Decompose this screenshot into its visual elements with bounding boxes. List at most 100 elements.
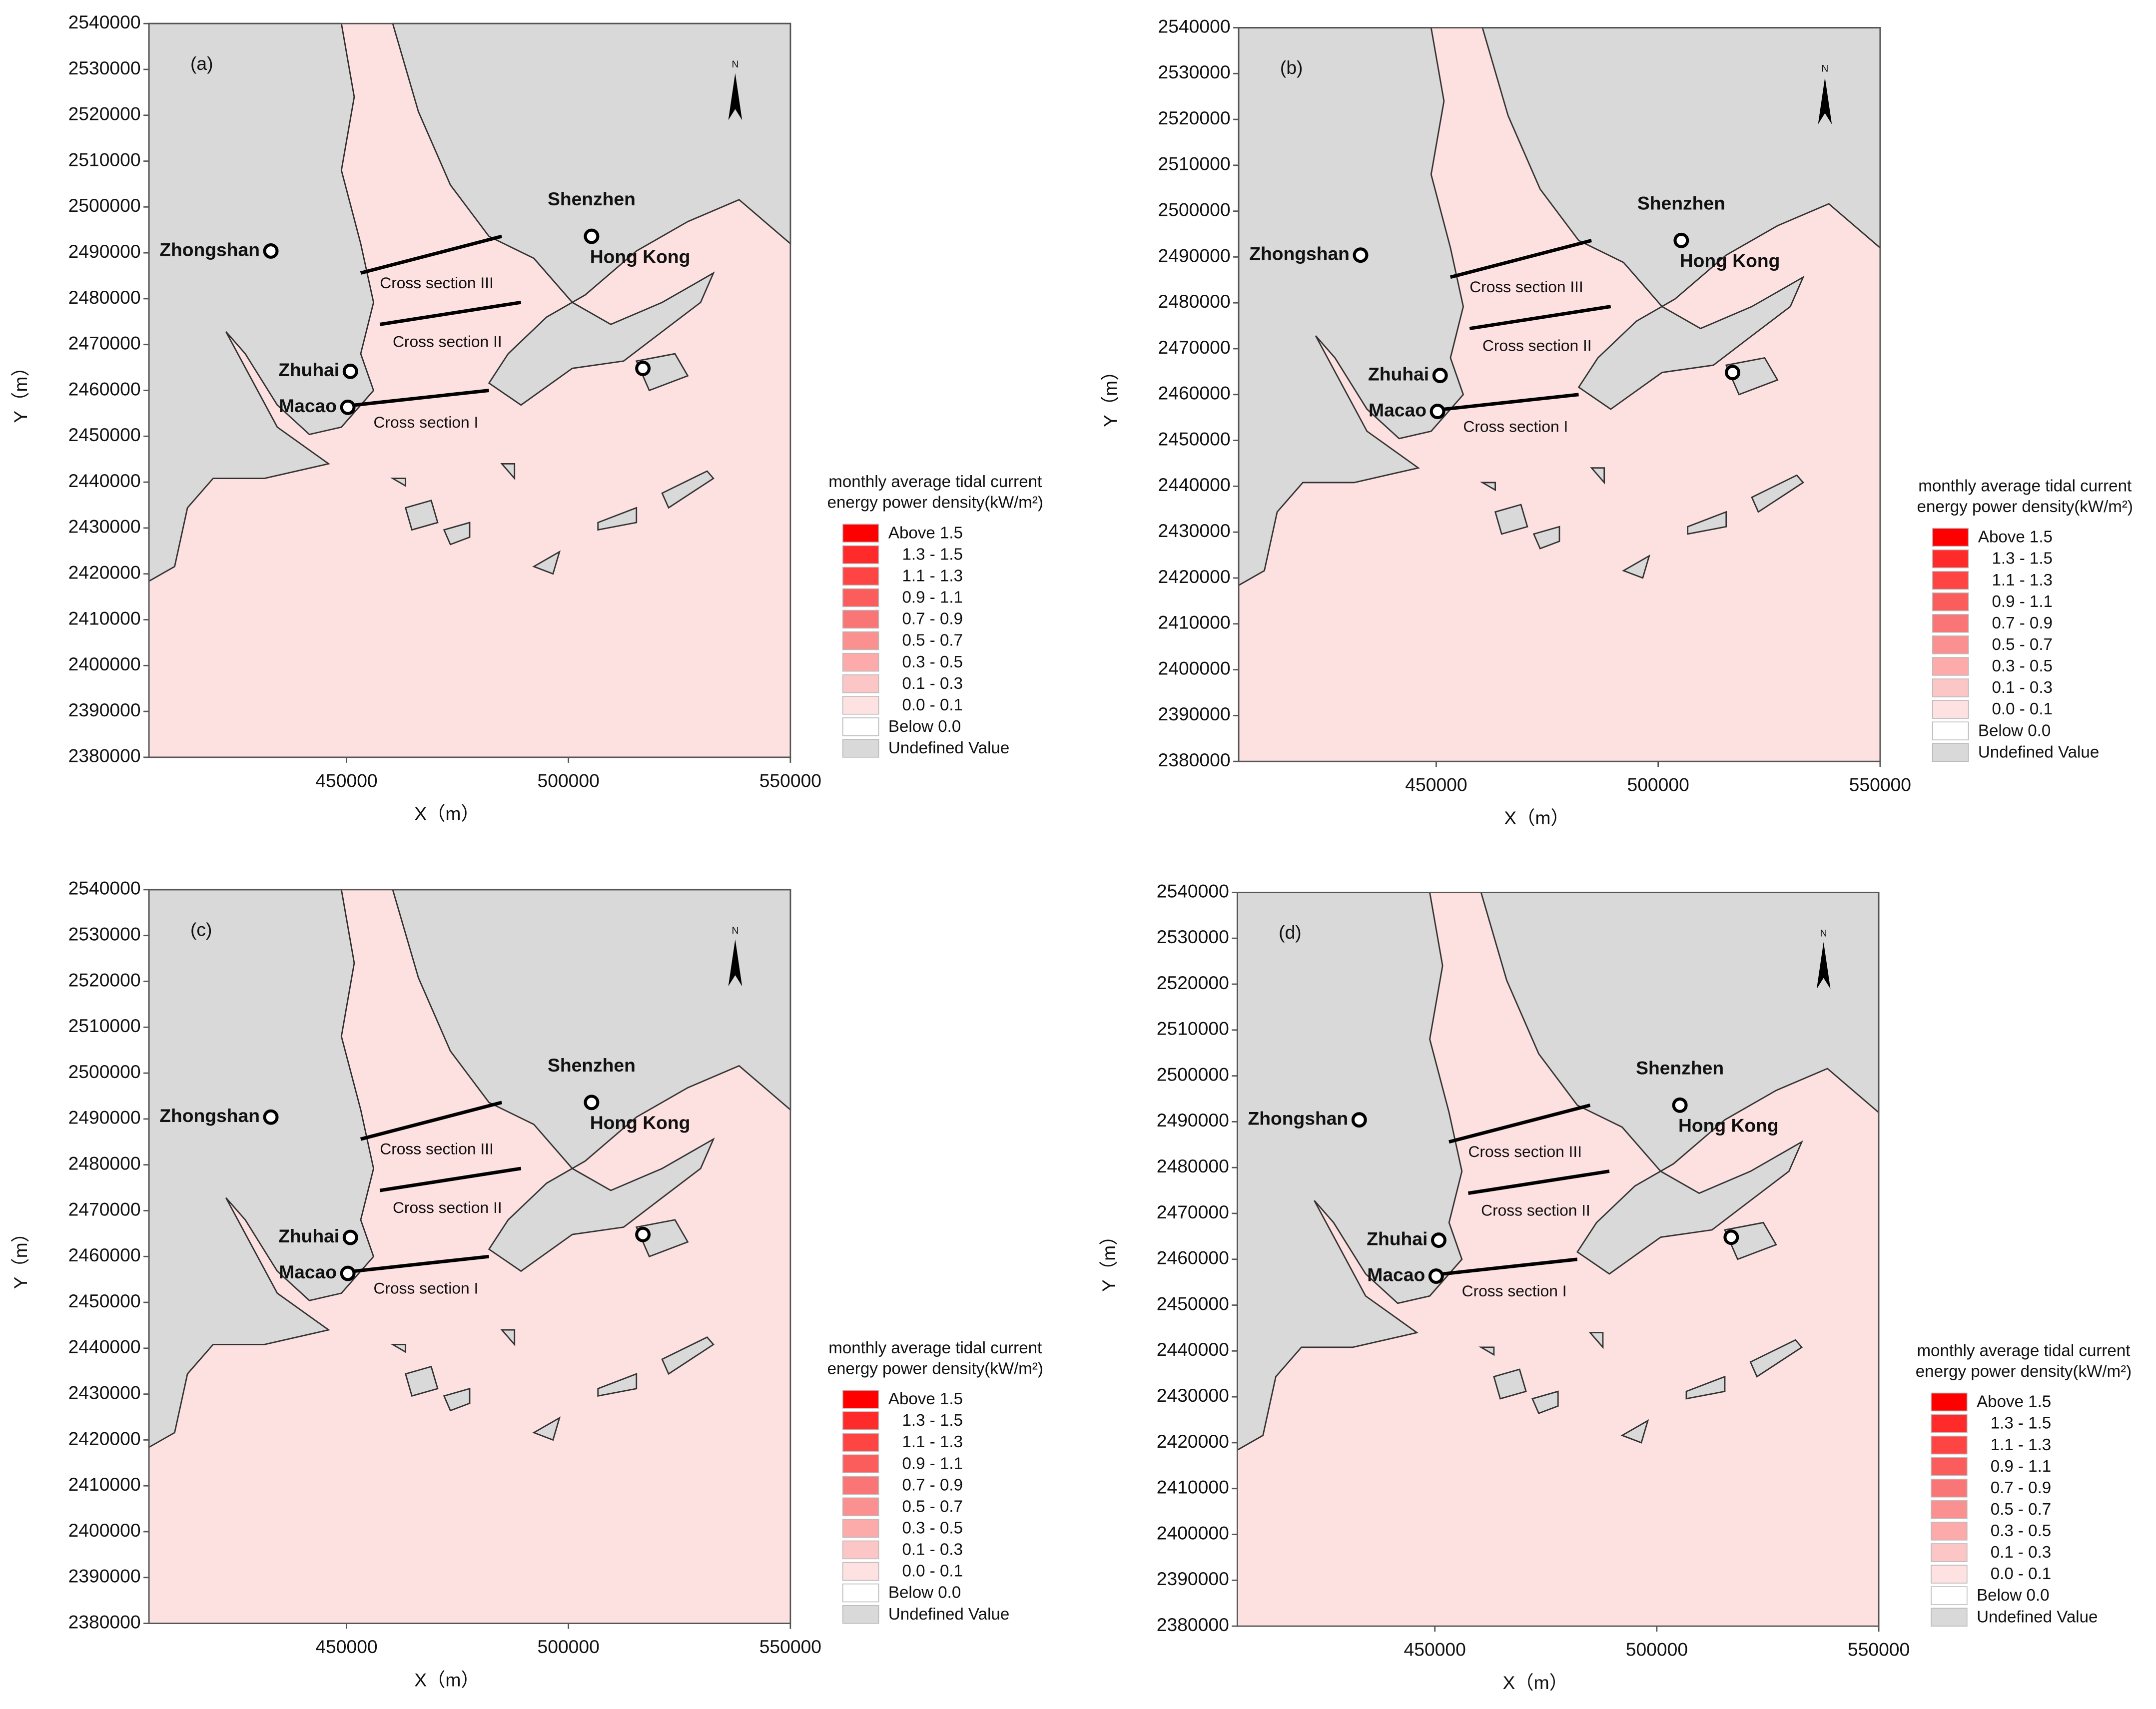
legend-swatch — [842, 1411, 879, 1430]
y-tick-label: 2440000 — [68, 470, 141, 491]
island — [1751, 474, 1804, 513]
island — [443, 1387, 471, 1412]
place-marker — [263, 243, 279, 259]
place-label: Zhuhai — [278, 1225, 339, 1246]
x-tick-label: 550000 — [1848, 1639, 1910, 1660]
place-marker — [1672, 1097, 1688, 1113]
x-tick-label: 500000 — [1626, 1639, 1688, 1660]
cross-section-label: Cross section III — [380, 274, 494, 292]
north-arrow — [1816, 942, 1831, 989]
island — [1725, 357, 1779, 396]
legend-label: 0.3 - 0.5 — [1991, 1522, 2051, 1540]
legend-label: 0.5 - 0.7 — [902, 631, 963, 650]
y-axis-title: Y（m） — [1100, 362, 1121, 427]
legend-title: energy power density(kW/m²) — [827, 1359, 1043, 1378]
cross-section-label: Cross section I — [373, 1279, 478, 1297]
legend-swatch — [1931, 1608, 1968, 1627]
panel-label: (a) — [190, 53, 213, 74]
island — [500, 1329, 516, 1347]
place-marker — [1673, 232, 1689, 248]
y-tick-label: 2480000 — [68, 287, 141, 308]
y-tick-label: 2390000 — [1157, 1568, 1229, 1589]
place-label: Zhuhai — [1367, 1228, 1428, 1249]
y-tick-label: 2410000 — [68, 607, 141, 628]
place-marker — [340, 399, 356, 415]
y-tick-label: 2510000 — [68, 149, 141, 170]
legend-label: Undefined Value — [888, 1605, 1009, 1624]
legend-swatch — [842, 1433, 879, 1452]
legend-swatch — [1932, 700, 1969, 719]
y-tick-label: 2420000 — [1158, 566, 1231, 587]
legend-title: monthly average tidal current — [828, 473, 1042, 491]
legend-label: 0.7 - 0.9 — [902, 610, 963, 628]
legend-swatch — [1931, 1479, 1968, 1498]
island — [635, 1219, 689, 1258]
y-tick-label: 2410000 — [68, 1474, 141, 1495]
y-tick-label: 2470000 — [1158, 337, 1231, 358]
place-marker — [1353, 247, 1369, 263]
legend-swatch — [842, 567, 879, 586]
legend-title: monthly average tidal current — [1918, 477, 2132, 496]
x-tick-label: 550000 — [759, 770, 821, 791]
legend-label: 0.7 - 0.9 — [1992, 614, 2052, 632]
legend-label: Undefined Value — [1977, 1608, 2098, 1626]
legend-title: monthly average tidal current — [1917, 1341, 2130, 1360]
y-tick-label: 2430000 — [1157, 1385, 1229, 1406]
x-axis-title: X（m） — [1504, 807, 1569, 828]
place-marker — [1432, 368, 1448, 384]
y-tick-label: 2380000 — [1157, 1614, 1229, 1635]
legend-label: 0.9 - 1.1 — [1991, 1457, 2051, 1476]
place-label: Zhongshan — [159, 1105, 260, 1126]
legend-swatch — [842, 739, 879, 758]
legend-swatch — [842, 1519, 879, 1538]
legend-title: energy power density(kW/m²) — [827, 494, 1043, 512]
place-marker — [342, 1229, 358, 1245]
y-tick-label: 2510000 — [1157, 1018, 1229, 1039]
island — [1749, 1339, 1803, 1378]
island — [661, 470, 715, 509]
place-label: Zhongshan — [1248, 1108, 1348, 1129]
place-label: Zhuhai — [278, 359, 339, 380]
island — [1685, 1375, 1726, 1400]
cross-section-label: Cross section II — [393, 332, 502, 350]
legend-label: 1.1 - 1.3 — [902, 1433, 963, 1451]
x-tick-label: 450000 — [315, 770, 377, 791]
legend-swatch — [1931, 1565, 1968, 1584]
map-panel: Cross section I Cross section II Cross sec… — [10, 11, 1043, 824]
legend-swatch — [842, 717, 879, 736]
cross-section-label: Cross section I — [373, 413, 478, 431]
land — [1236, 892, 1463, 1451]
x-tick-label: 550000 — [759, 1636, 821, 1657]
place-marker — [635, 1226, 651, 1242]
island — [1622, 554, 1651, 579]
y-tick-label: 2420000 — [1157, 1431, 1229, 1452]
y-tick-label: 2530000 — [68, 57, 141, 78]
legend-label: Above 1.5 — [1978, 528, 2053, 547]
legend-swatch — [1932, 614, 1969, 633]
legend-label: 0.9 - 1.1 — [1992, 592, 2052, 611]
legend-swatch — [1931, 1522, 1968, 1541]
cross-section-label: Cross section III — [1469, 278, 1583, 296]
place-label: Macao — [1367, 1264, 1425, 1285]
y-tick-label: 2510000 — [1158, 153, 1231, 174]
x-tick-label: 450000 — [1405, 774, 1467, 795]
north-label: N — [1821, 63, 1828, 74]
cross-section-label: Cross section III — [380, 1140, 494, 1158]
cross-section-line — [379, 1166, 522, 1192]
legend-label: Above 1.5 — [888, 524, 963, 542]
legend-swatch — [1932, 721, 1969, 740]
island — [1588, 1332, 1604, 1349]
legend-swatch — [842, 588, 879, 607]
legend-label: 0.3 - 0.5 — [902, 1519, 963, 1538]
land — [148, 889, 375, 1449]
y-tick-label: 2380000 — [68, 745, 141, 766]
legend-label: 0.0 - 0.1 — [902, 696, 963, 714]
y-tick-label: 2430000 — [1158, 520, 1231, 541]
legend-label: 1.3 - 1.5 — [1992, 550, 2052, 568]
legend-label: 0.0 - 0.1 — [1992, 700, 2052, 718]
x-tick-label: 500000 — [1627, 774, 1689, 795]
island — [661, 1336, 715, 1375]
legend-swatch — [1932, 592, 1969, 611]
legend-swatch — [842, 1454, 879, 1473]
legend-label: 0.9 - 1.1 — [902, 588, 963, 607]
